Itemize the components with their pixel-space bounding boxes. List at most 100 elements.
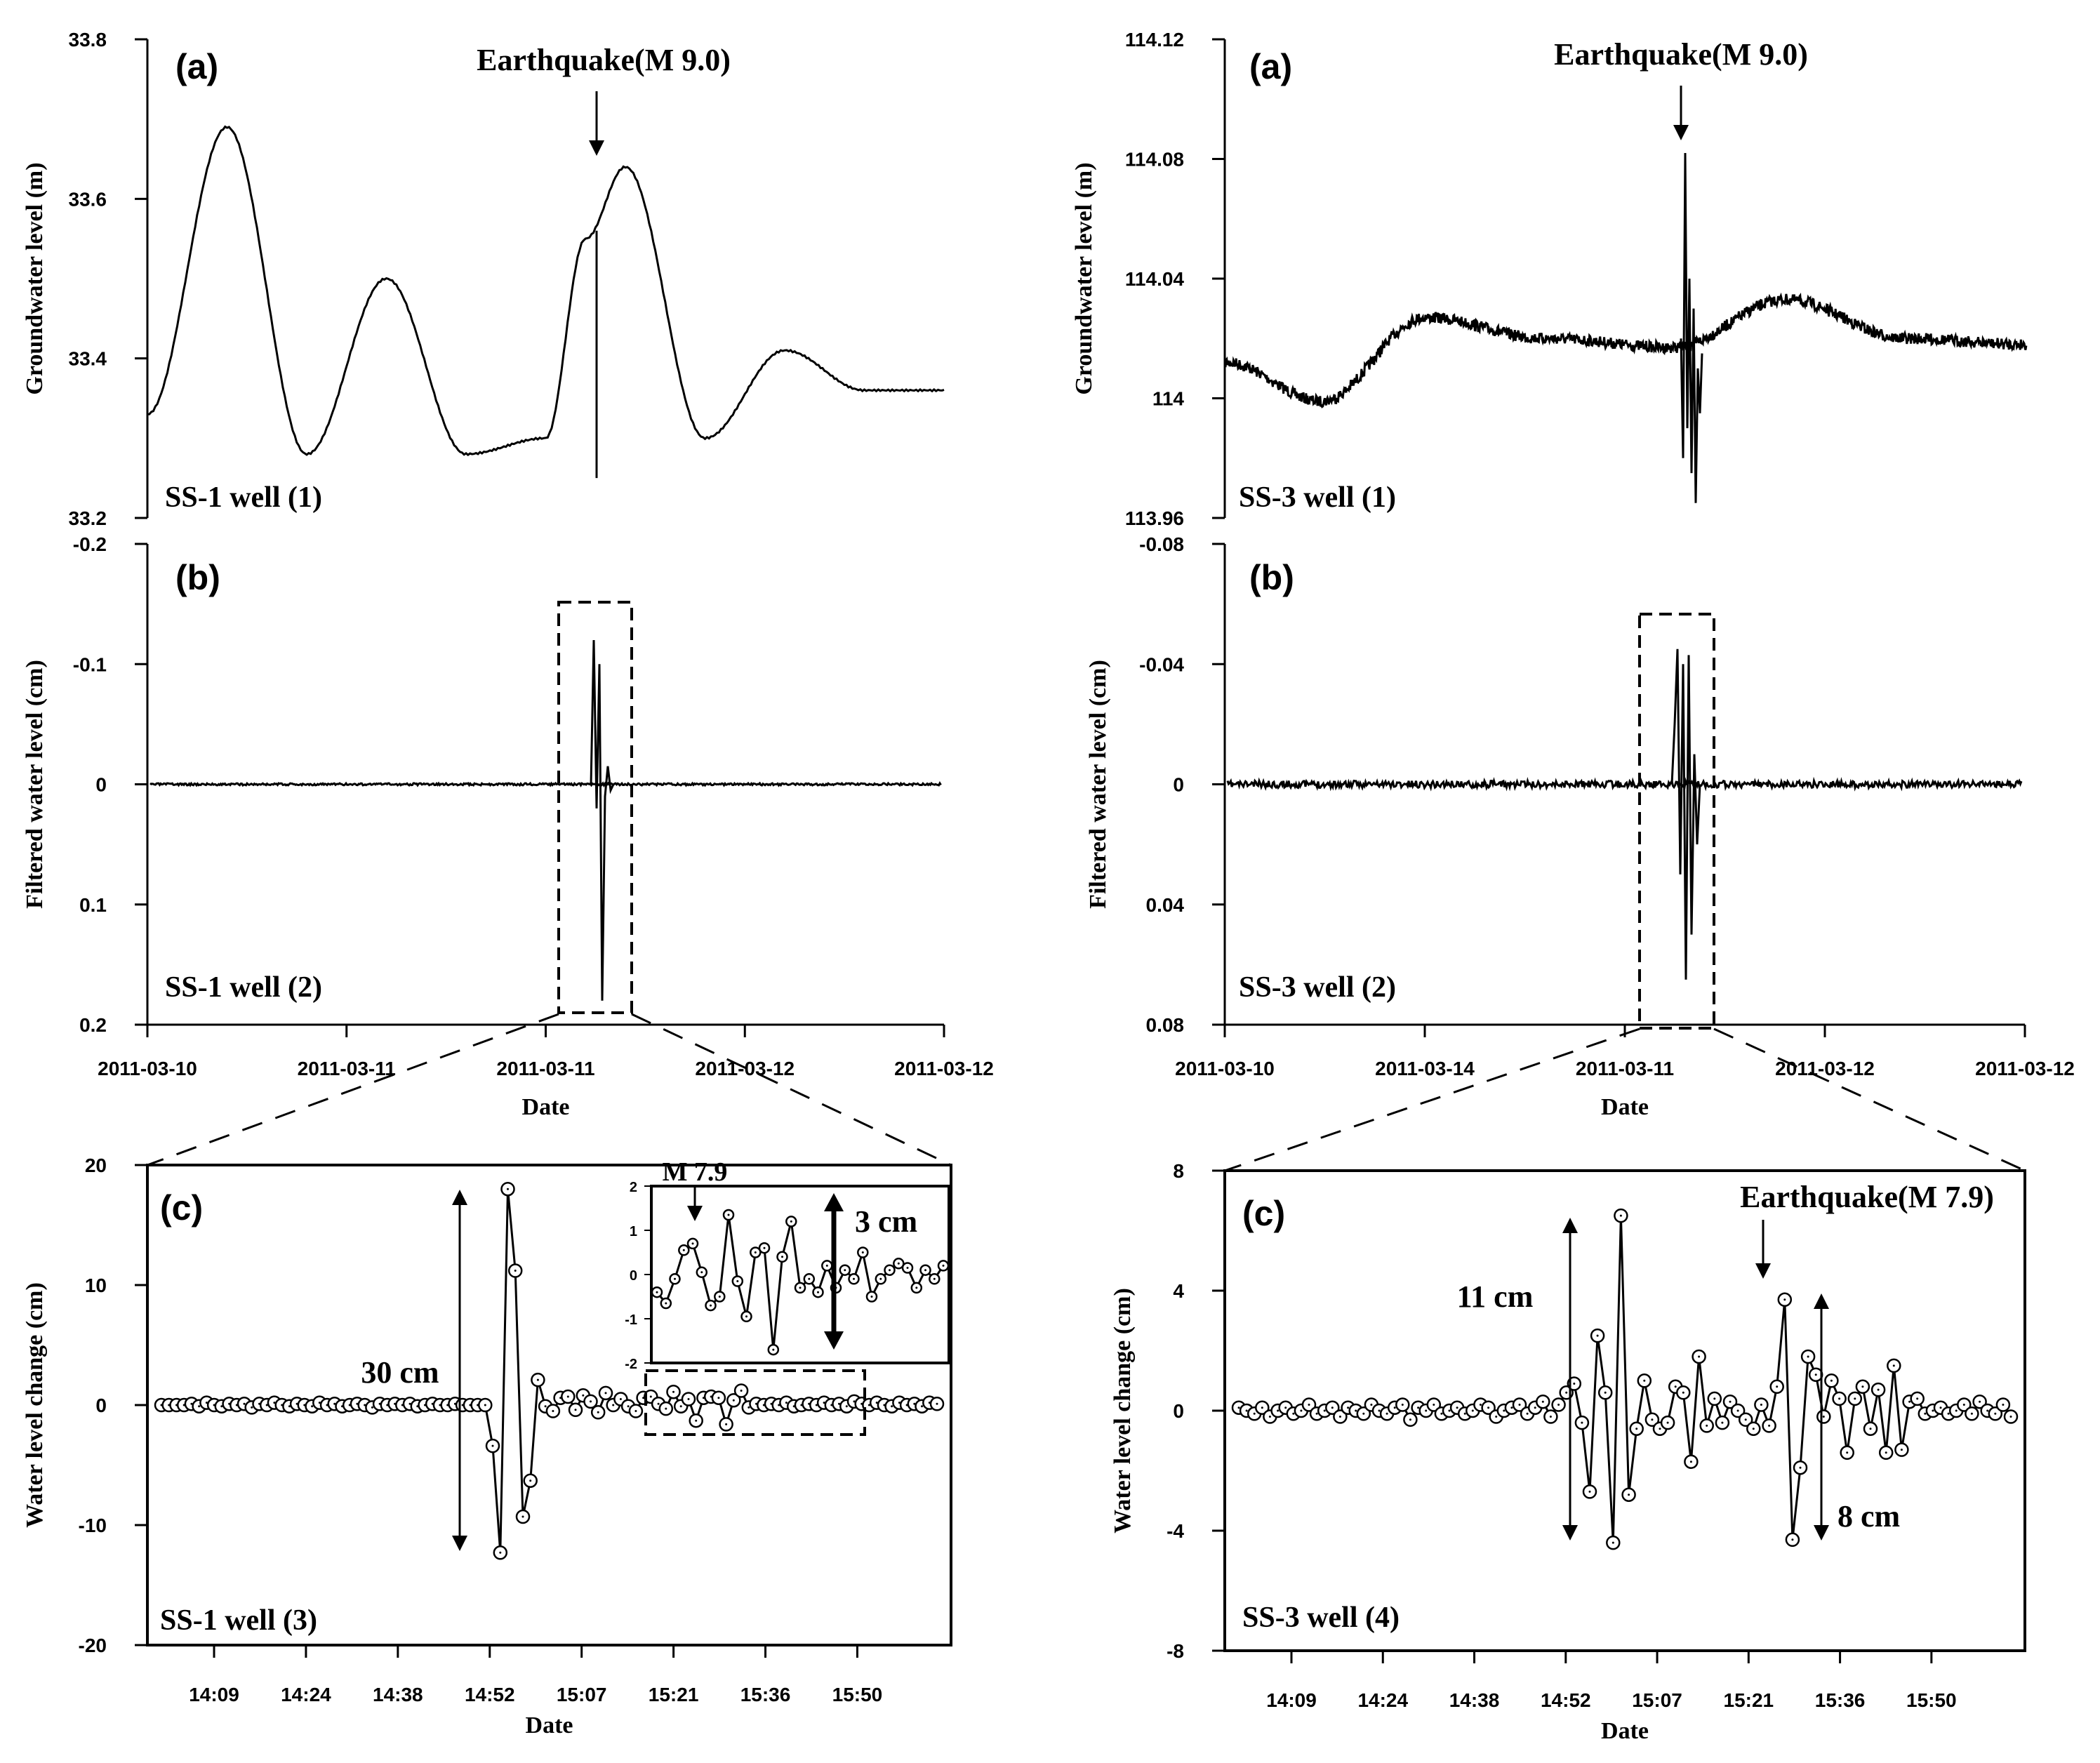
panel-c3-y-tick-label: 0: [1173, 1400, 1184, 1422]
panel-c3-data-point-dot: [2002, 1404, 2005, 1406]
panel-c3-data-point-dot: [1706, 1424, 1708, 1427]
inset-data-point-dot: [736, 1280, 739, 1282]
panel-b3-y-tick-label: -0.08: [1139, 533, 1184, 555]
panel-c1-data-point-dot: [695, 1419, 698, 1422]
panel-c3-x-tick-label: 14:38: [1449, 1689, 1500, 1711]
panel-c1-data-point-dot: [853, 1400, 856, 1403]
panel-c1-data-point-dot: [619, 1398, 622, 1400]
panel-c3-data-point-dot: [1892, 1364, 1895, 1367]
panel-c3-data-point-dot: [1783, 1298, 1786, 1301]
panel-c3-data-point-dot: [1440, 1412, 1443, 1415]
panel-a3-earthquake-label: Earthquake(M 9.0): [1554, 37, 1808, 72]
panel-b3-y-tick-label: 0.08: [1146, 1014, 1185, 1036]
panel-c3-data-point-dot: [1970, 1412, 1973, 1415]
panel-c1-data-point-dot: [597, 1411, 599, 1413]
panel-c1-inset-source-box: [644, 1369, 866, 1436]
panel-c3-data-point-dot: [1698, 1355, 1701, 1358]
panel-c3-zoom-connector-right: [1713, 1027, 2026, 1172]
panel-c3-data-point-dot: [1338, 1416, 1341, 1418]
panel-c3-data-point-dot: [1807, 1355, 1809, 1358]
panel-c3-data-point-dot: [1534, 1406, 1536, 1409]
panel-b3-x-tick-label: 2011-03-14: [1375, 1058, 1475, 1079]
panel-c1-data-point-dot: [838, 1402, 840, 1405]
inset-data-point-dot: [817, 1291, 819, 1293]
panel-a1-earthquake-label: Earthquake(M 9.0): [477, 43, 731, 77]
panel-c3-data-point-dot: [1331, 1406, 1334, 1409]
panel-c3-data-point-dot: [1526, 1412, 1529, 1415]
inset-data-point-dot: [691, 1242, 694, 1245]
panel-a3-earthquake-arrow-head: [1673, 125, 1689, 140]
panel-c3-data-point-dot: [1385, 1412, 1388, 1415]
inset-y-tick-label: 0: [630, 1268, 637, 1284]
panel-b1-y-tick-label: -0.1: [73, 653, 107, 675]
panel-c3-data-point-dot: [1268, 1416, 1271, 1418]
panel-c3-x-axis-title: Date: [1601, 1718, 1649, 1744]
panel-a3-y-tick-label: 114.04: [1125, 268, 1185, 290]
panel-c1-data-point-dot: [521, 1515, 524, 1518]
panel-b1-y-tick-label: 0.2: [79, 1014, 107, 1036]
inset-data-point-dot: [933, 1277, 936, 1280]
panel-c3-data-point-dot: [1830, 1379, 1833, 1382]
panel-b1-x-tick-label: 2011-03-11: [298, 1058, 396, 1079]
panel-a3-y-tick-label: 114.12: [1125, 29, 1184, 51]
panel-c3-data-point-dot: [1604, 1391, 1607, 1394]
panel-b3-x-tick-label: 2011-03-12: [1775, 1058, 1875, 1079]
panel-c3-x-tick-label: 15:36: [1815, 1689, 1866, 1711]
inset-data-point-dot: [790, 1220, 792, 1223]
panel-c3-y-tick-label: 8: [1173, 1160, 1184, 1182]
panel-b3-x-tick-label: 2011-03-12: [1975, 1058, 2075, 1079]
panel-c1-data-point-dot: [529, 1479, 532, 1482]
panel-c3-data-point-dot: [1822, 1416, 1825, 1418]
panel-c3-earthquake-arrow-head: [1755, 1263, 1771, 1279]
inset-data-point-dot: [674, 1277, 676, 1280]
panel-c3-data-point-dot: [1611, 1541, 1614, 1544]
panel-c3-data-point-dot: [1924, 1412, 1927, 1415]
inset-data-point-dot: [870, 1296, 873, 1298]
panel-c3-data-point-dot: [1471, 1409, 1474, 1412]
panel-c1-data-point-dot: [891, 1405, 893, 1408]
panel-c1-data-point-dot: [778, 1404, 780, 1406]
panel-b3-x-tick-label: 2011-03-10: [1175, 1058, 1275, 1079]
panel-c3-data-point-dot: [1713, 1397, 1716, 1400]
panel-a3-series-line: [1223, 292, 2028, 408]
panel-c3-data-point-dot: [1557, 1404, 1560, 1406]
inset-data-point-dot: [772, 1348, 775, 1351]
panel-c3-data-point-dot: [1619, 1214, 1622, 1217]
panel-c3-data-point-dot: [1510, 1406, 1513, 1409]
panel-c1-y-tick-label: 20: [85, 1155, 107, 1176]
panel-c3-data-point-dot: [1237, 1406, 1240, 1409]
panel-c3-data-point-dot: [1736, 1409, 1739, 1412]
panel-b3-y-tick-label: -0.04: [1139, 653, 1184, 675]
panel-c1-data-point-dot: [484, 1404, 486, 1406]
panel-c3-y-tick-label: -8: [1167, 1640, 1184, 1662]
panel-c1-label: (c): [160, 1188, 203, 1228]
panel-a1-y-tick-label: 33.2: [69, 507, 107, 529]
panel-c3-data-point-dot: [1581, 1421, 1583, 1424]
panel-c1-x-tick-label: 14:38: [373, 1684, 423, 1705]
panel-c3-data-point-dot: [1495, 1416, 1498, 1418]
panel-b3-series-line: [1226, 776, 2023, 792]
panel-c1-x-tick-label: 15:50: [832, 1684, 883, 1705]
inset-data-point-dot: [853, 1277, 855, 1280]
panel-c1-data-point-dot: [634, 1410, 637, 1412]
panel-c3-x-tick-label: 14:52: [1541, 1689, 1591, 1711]
panel-c1-y-tick-label: -20: [79, 1635, 107, 1656]
panel-c3-data-point-dot: [1643, 1379, 1646, 1382]
panel-c1-data-point-dot: [740, 1390, 743, 1392]
panel-c3-y-tick-label: 4: [1173, 1280, 1184, 1302]
panel-c1-zoom-connector-left: [147, 1013, 559, 1166]
panel-c1-data-point-dot: [220, 1405, 223, 1408]
panel-c3-data-point-dot: [1308, 1404, 1310, 1406]
inset-data-point-dot: [799, 1286, 802, 1289]
panel-c3-data-point-dot: [1838, 1397, 1841, 1400]
panel-c3-data-point-dot: [1947, 1412, 1950, 1415]
inset-data-point-dot: [700, 1271, 703, 1274]
panel-b3-label: (b): [1249, 558, 1294, 597]
panel-c1-range-arrow-head-top: [452, 1190, 467, 1205]
panel-c3-data-point-dot: [1347, 1406, 1350, 1409]
panel-c3-data-point-dot: [1417, 1406, 1420, 1409]
inset-data-point-dot: [745, 1315, 747, 1318]
panel-c1-well-label: SS-1 well (3): [160, 1604, 317, 1637]
panel-c3-data-point-dot: [1986, 1409, 1989, 1412]
panel-a3-y-tick-label: 114: [1152, 388, 1185, 410]
